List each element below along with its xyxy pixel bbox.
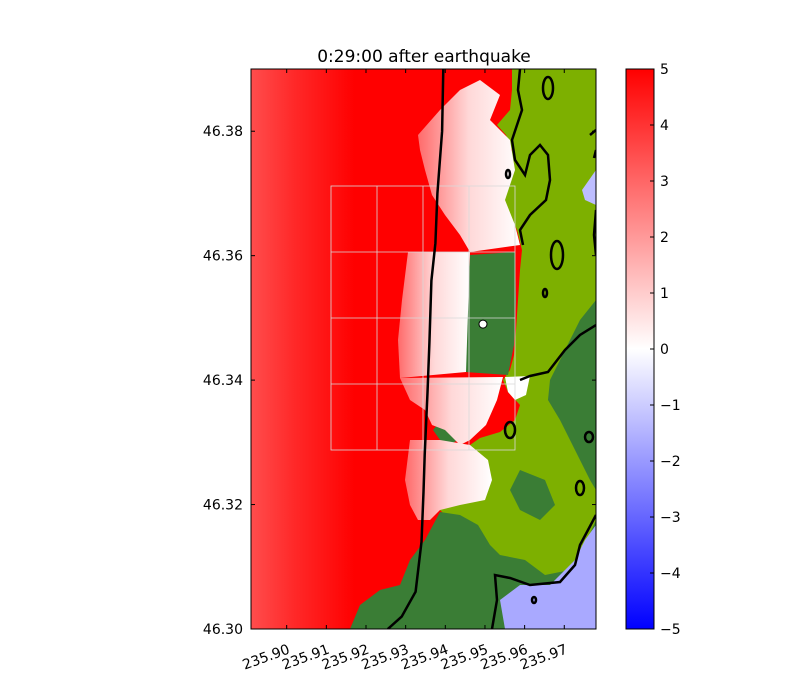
colorbar-gradient	[625, 68, 655, 630]
drawdown-patch	[582, 170, 596, 205]
inland-contour	[592, 209, 596, 256]
colorbar-tick-label: −4	[660, 566, 681, 582]
y-tick-label: 46.30	[203, 622, 243, 638]
y-tick-label: 46.36	[203, 249, 243, 265]
inland-contour	[583, 430, 595, 444]
inland-contour	[549, 239, 565, 271]
colorbar-tick-label: 1	[660, 286, 669, 302]
drawdown-patch	[500, 525, 596, 629]
colorbar-tick-label: −5	[660, 622, 681, 638]
gauge-marker	[478, 319, 488, 329]
y-tick-label: 46.32	[203, 498, 243, 514]
inland-contour	[541, 75, 555, 101]
y-tick-label: 46.38	[203, 124, 243, 140]
colorbar-tick-label: 3	[660, 174, 669, 190]
colorbar-tick-label: −1	[660, 398, 681, 414]
y-axis: 46.30 46.32 46.34 46.36 46.38	[203, 124, 596, 638]
colorbar-tick-label: 5	[660, 62, 669, 78]
colorbar: −5 −4 −3 −2 −1 0 1 2 3 4 5	[625, 62, 681, 638]
land-dark-green	[465, 252, 516, 375]
plot-frame	[250, 68, 597, 630]
land-dark-green	[548, 300, 596, 490]
inland-contour	[510, 69, 552, 246]
y-tick-label: 46.34	[203, 373, 243, 389]
surge-band	[398, 252, 470, 378]
land-dark-green	[510, 470, 555, 520]
colorbar-tick-label: −3	[660, 510, 681, 526]
inland-contour	[541, 287, 549, 299]
chart-title: 0:29:00 after earthquake	[317, 47, 531, 67]
inland-contour	[519, 323, 596, 382]
inland-contour	[490, 514, 596, 629]
refinement-grid	[330, 185, 516, 451]
plot-area	[251, 69, 596, 629]
inland-contour	[574, 479, 586, 497]
land-white-patch	[505, 376, 530, 400]
surge-band	[400, 377, 503, 445]
inland-contour	[504, 168, 512, 180]
colorbar-ticks: −5 −4 −3 −2 −1 0 1 2 3 4 5	[650, 62, 681, 638]
shoreline-contour	[386, 69, 445, 629]
inland-contour	[530, 595, 538, 605]
shoreline-contours	[386, 69, 445, 629]
colorbar-tick-label: 2	[660, 230, 669, 246]
colorbar-tick-label: 0	[660, 342, 669, 358]
colorbar-tick-label: 4	[660, 118, 669, 134]
surge-band	[405, 440, 492, 520]
colorbar-tick-label: −2	[660, 454, 681, 470]
inland-contour	[503, 420, 517, 440]
